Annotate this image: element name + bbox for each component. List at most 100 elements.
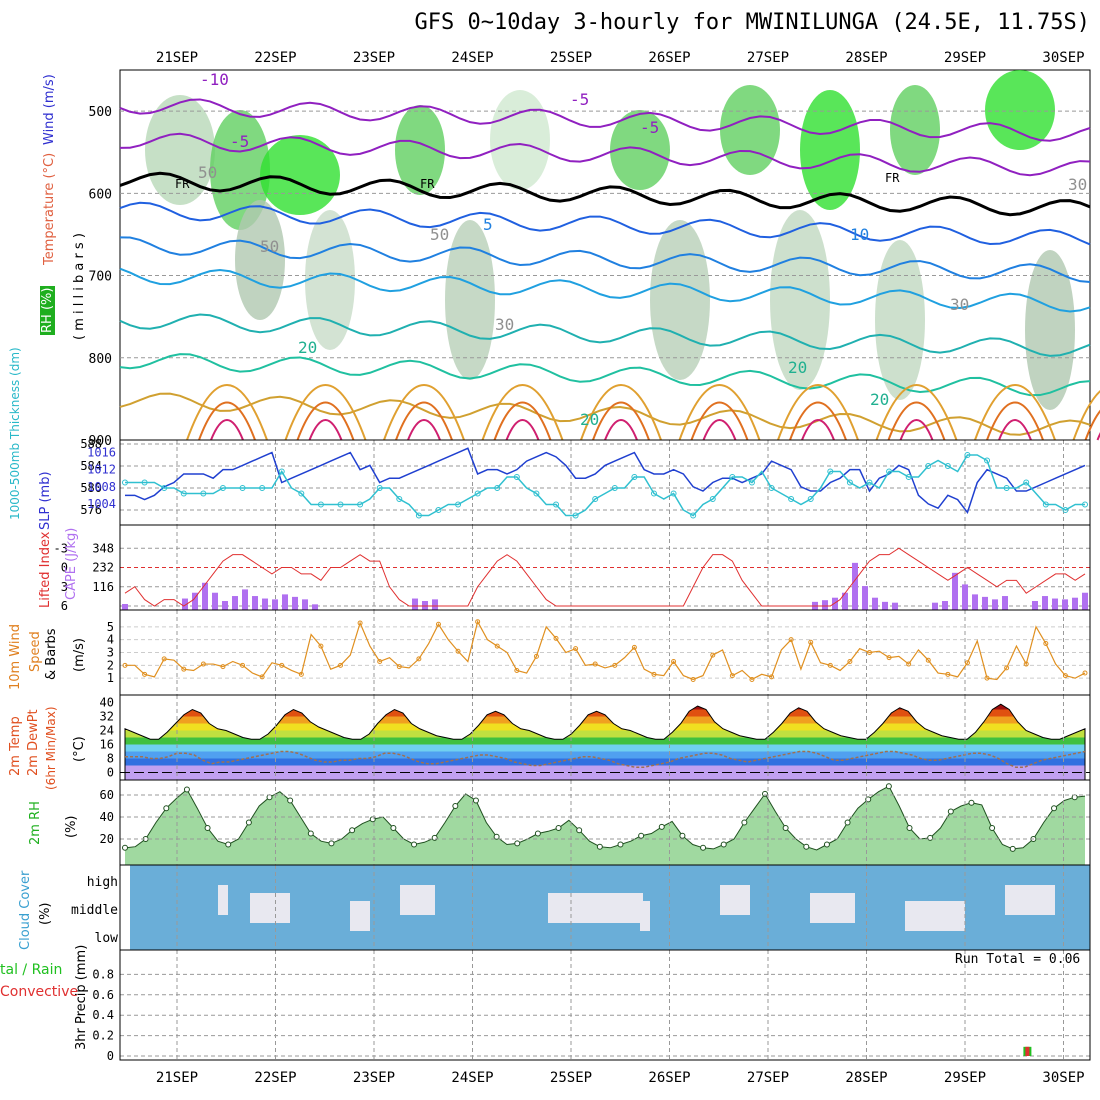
- wind-tick-1: 2: [107, 658, 114, 672]
- temperature-contour-4: [119, 236, 1091, 284]
- cloud-block-4: [548, 893, 643, 923]
- wind-point-20: [318, 643, 324, 649]
- contour-label-11: 20: [788, 358, 807, 377]
- precip-convective-label: Convective: [0, 984, 79, 1000]
- cape-bar-82: [942, 601, 948, 610]
- thickness-point-88: [984, 457, 991, 464]
- wind-point-76: [866, 650, 872, 655]
- wind-point-86: [964, 660, 970, 666]
- warm-contour-0-2: [210, 419, 244, 441]
- rh-shading-7: [800, 90, 860, 210]
- thickness-point-90: [1003, 485, 1010, 491]
- thickness-point-60: [709, 496, 716, 502]
- cape-bar-12: [242, 589, 248, 610]
- warm-contour-3-2: [505, 419, 540, 441]
- wind-point-58: [690, 676, 696, 682]
- temp-tick-5: 40: [100, 696, 114, 710]
- rh-shading-1: [210, 110, 270, 230]
- temperature-axis-label: Temperature (°C): [42, 152, 57, 265]
- thickness-point-78: [886, 468, 893, 475]
- rh2m-point-8: [204, 825, 211, 831]
- thickness-point-40: [513, 474, 520, 480]
- warm-contour-0-0: [186, 384, 268, 441]
- wind-point-64: [749, 676, 755, 682]
- rh-axis-label: RH (%): [40, 285, 55, 335]
- cape-bar-87: [992, 599, 998, 610]
- thickness-point-12: [239, 485, 246, 491]
- rh-shading-6: [720, 85, 780, 175]
- wind-tick-4: 5: [107, 620, 114, 634]
- series-line-2m-dewpt: [125, 750, 1086, 768]
- temp-tick-3: 24: [100, 724, 114, 738]
- warm-contour-3-0: [481, 384, 564, 441]
- bottom-day-label-7: 28SEP: [845, 1070, 887, 1086]
- cape-bar-70: [822, 600, 828, 610]
- slp-tick-0: 1004: [87, 497, 116, 511]
- top-day-label-0: 21SEP: [156, 50, 198, 66]
- wind-point-16: [279, 662, 285, 668]
- wind-tick-0: 1: [107, 671, 114, 685]
- cloud-block-0: [218, 885, 228, 915]
- series-line-lifted-index: [124, 547, 1086, 607]
- cape-bar-91: [1032, 601, 1038, 610]
- rh2m-point-42: [555, 825, 562, 831]
- temp-tick-4: 32: [100, 710, 114, 724]
- bottom-day-label-9: 30SEP: [1042, 1070, 1084, 1086]
- rh-shading-14: [770, 210, 830, 390]
- rh2m-point-62: [762, 790, 768, 797]
- rh2m-units-label: (%): [64, 815, 79, 839]
- rh2m-point-46: [596, 843, 603, 850]
- contour-label-12: 20: [870, 390, 889, 409]
- wind-point-46: [573, 646, 579, 652]
- thickness-point-70: [807, 496, 814, 502]
- bottom-day-label-6: 27SEP: [747, 1070, 789, 1086]
- wind-point-84: [945, 671, 951, 677]
- bottom-day-label-3: 24SEP: [451, 1070, 493, 1086]
- rh-shading-9: [985, 70, 1055, 150]
- warm-contour-9-1: [1084, 409, 1100, 441]
- millibars-axis-label: ( m i l l i b a r s ): [72, 233, 87, 340]
- contour-label-1: -5: [570, 90, 589, 109]
- cape-bar-88: [1002, 596, 1008, 610]
- cape-bar-18: [302, 599, 308, 610]
- wind-point-34: [455, 648, 461, 654]
- cape-bar-84: [962, 584, 968, 610]
- slp-axis-label: SLP (mb): [38, 471, 53, 530]
- cape-bar-77: [892, 602, 898, 610]
- cape-tick-0: 116: [92, 580, 114, 594]
- rh2m-point-6: [183, 786, 190, 793]
- temp-band-6: [125, 723, 1085, 731]
- wind-point-74: [847, 658, 853, 664]
- rh2m-point-84: [989, 825, 996, 831]
- wind-point-10: [220, 664, 226, 670]
- wind-point-28: [396, 664, 402, 670]
- rh2m-point-52: [658, 823, 665, 830]
- cape-tick-2: 348: [92, 541, 114, 555]
- warm-contour-1-0: [284, 384, 367, 441]
- contour-label-6: FR: [885, 171, 900, 185]
- wind-point-72: [827, 662, 833, 668]
- cape-bar-92: [1042, 596, 1048, 610]
- warm-contour-5-1: [690, 401, 749, 441]
- rh2m-point-60: [741, 819, 748, 826]
- rh-shading-10: [235, 200, 285, 320]
- thickness-point-94: [1042, 501, 1049, 508]
- cloud-block-2: [350, 901, 370, 931]
- thickness-point-58: [690, 512, 697, 519]
- temp-bands: [125, 704, 1085, 780]
- rh2m-tick-1: 40: [100, 810, 114, 824]
- warm-contour-7-1: [887, 401, 946, 441]
- pressure-tick-1: 600: [89, 187, 112, 202]
- rh2m-point-50: [638, 832, 645, 839]
- contour-label-16: 30: [495, 315, 514, 334]
- wind-point-22: [338, 662, 344, 668]
- top-day-label-2: 23SEP: [353, 50, 395, 66]
- precip-bar-conv-94: [1025, 1046, 1030, 1056]
- warm-contour-4-0: [580, 384, 662, 441]
- cape-bar-31: [432, 599, 438, 610]
- rh2m-point-28: [411, 841, 418, 848]
- warm-contour-2-1: [395, 401, 453, 441]
- cape-bar-86: [982, 596, 988, 610]
- wind-point-52: [631, 644, 637, 650]
- wind10-units-label: (m/s): [72, 638, 87, 672]
